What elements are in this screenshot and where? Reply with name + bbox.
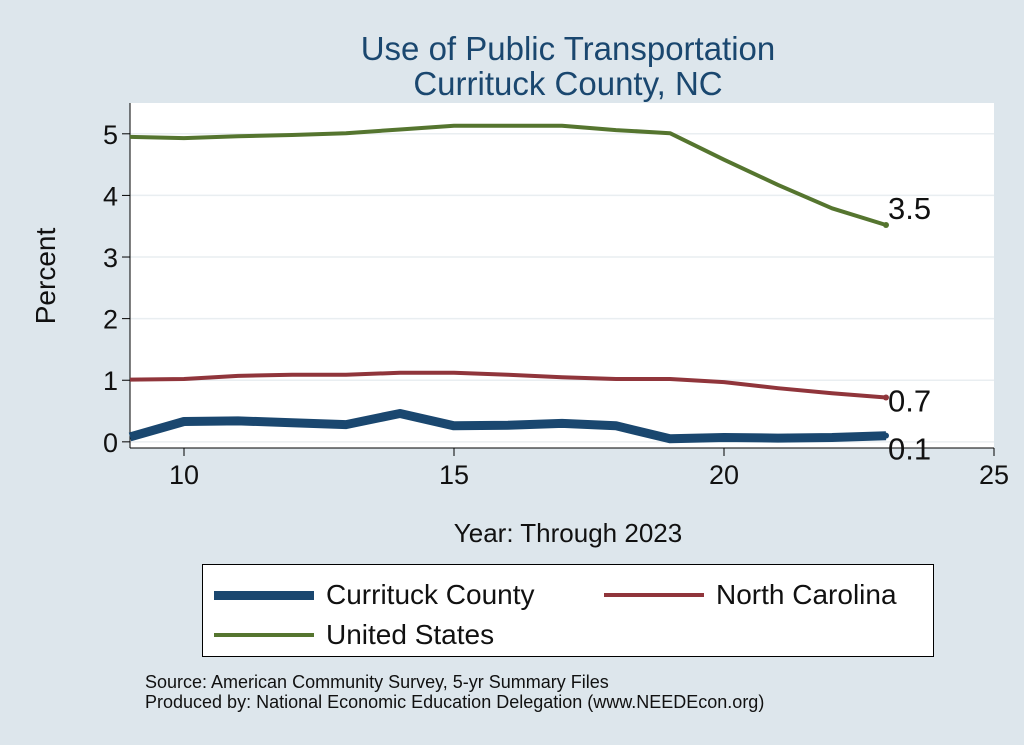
series-end-point-north-carolina <box>883 394 889 401</box>
series-end-point-currituck-county <box>883 432 889 439</box>
x-axis-label: Year: Through 2023 <box>454 518 682 548</box>
y-axis-label: Percent <box>30 228 61 325</box>
x-tick-label-10: 10 <box>169 460 199 490</box>
legend-swatch-north-carolina <box>604 593 704 597</box>
end-labels: 0.1 0.7 3.5 <box>888 191 931 467</box>
x-tick-label-20: 20 <box>709 460 739 490</box>
series-end-point-united-states <box>883 221 889 228</box>
x-tick-label-15: 15 <box>439 460 469 490</box>
chart-subtitle: Currituck County, NC <box>413 65 722 102</box>
source-line-1: Source: American Community Survey, 5-yr … <box>145 672 609 692</box>
plot-area <box>130 103 994 448</box>
y-tick-label-2: 2 <box>103 305 118 335</box>
legend: Currituck County North Carolina United S… <box>202 564 934 657</box>
grid-lines <box>130 133 994 443</box>
series-layer <box>128 123 889 444</box>
y-tick-label-1: 1 <box>103 366 118 396</box>
axes: 0 1 2 3 4 5 10 15 20 25 <box>103 103 1009 490</box>
legend-item-north-carolina: North Carolina <box>604 579 897 611</box>
legend-swatch-united-states <box>214 633 314 637</box>
legend-item-currituck: Currituck County <box>214 579 535 611</box>
legend-label-north-carolina: North Carolina <box>716 579 897 610</box>
end-label-united-states: 3.5 <box>888 191 931 226</box>
legend-label-currituck: Currituck County <box>326 579 535 610</box>
end-label-north-carolina: 0.7 <box>888 383 931 418</box>
legend-swatch-currituck <box>214 590 314 600</box>
series-line-united-states <box>129 123 887 227</box>
y-tick-label-5: 5 <box>103 120 118 150</box>
legend-label-united-states: United States <box>326 619 495 650</box>
legend-item-united-states: United States <box>214 619 494 651</box>
series-line-north-carolina <box>129 370 887 400</box>
source-line-2: Produced by: National Economic Education… <box>145 692 765 712</box>
y-tick-label-3: 3 <box>103 243 118 273</box>
x-tick-label-25: 25 <box>979 460 1009 490</box>
series-line-currituck-county <box>128 409 887 444</box>
end-label-currituck-county: 0.1 <box>888 432 931 467</box>
y-tick-label-0: 0 <box>103 428 118 458</box>
y-tick-label-4: 4 <box>103 181 118 211</box>
source-note: Source: American Community Survey, 5-yr … <box>145 672 764 712</box>
chart-title: Use of Public Transportation <box>361 30 776 67</box>
